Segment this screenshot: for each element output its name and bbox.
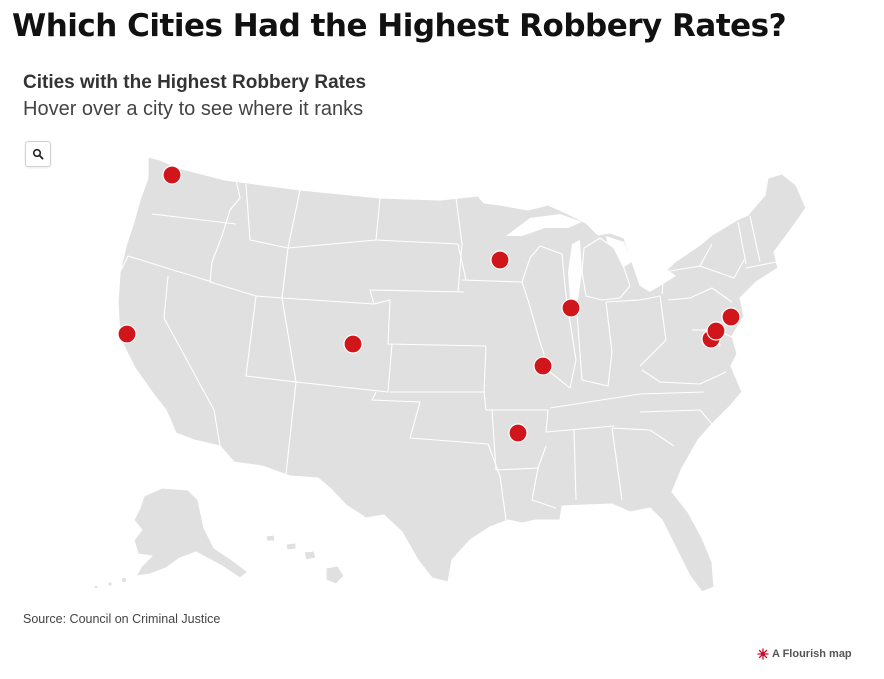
source-note: Source: Council on Criminal Justice [23,612,221,626]
hawaii-island [285,542,297,551]
city-marker[interactable] [533,356,553,376]
hawaii-island [325,565,345,585]
alaska-land [133,487,249,579]
alaska-island [94,585,98,589]
hawaii-island [303,550,317,561]
map-title: Cities with the Highest Robbery Rates [23,72,367,93]
lake-huron [606,236,632,268]
city-marker[interactable] [721,307,741,327]
city-marker[interactable] [162,165,182,185]
city-marker[interactable] [561,298,581,318]
lake-erie [640,270,676,292]
flourish-logo-icon [757,648,769,660]
search-icon [32,148,44,160]
hawaii-island [265,534,276,542]
city-marker[interactable] [706,321,726,341]
page-title: Which Cities Had the Highest Robbery Rat… [12,8,787,44]
city-marker[interactable] [343,334,363,354]
city-marker[interactable] [508,423,528,443]
map-subtitle: Hover over a city to see where it ranks [23,98,364,120]
flourish-credit-text: A Flourish map [772,648,852,660]
michigan-peninsula [581,237,631,301]
contiguous-us-land [117,156,807,593]
map-search-button[interactable] [25,141,51,167]
city-marker[interactable] [490,250,510,270]
city-marker[interactable] [117,324,137,344]
alaska-island [122,578,126,582]
alaska-island [108,582,112,586]
lake-superior [506,214,582,236]
flourish-credit-link[interactable]: A Flourish map [757,648,852,660]
lake-michigan [568,240,582,300]
